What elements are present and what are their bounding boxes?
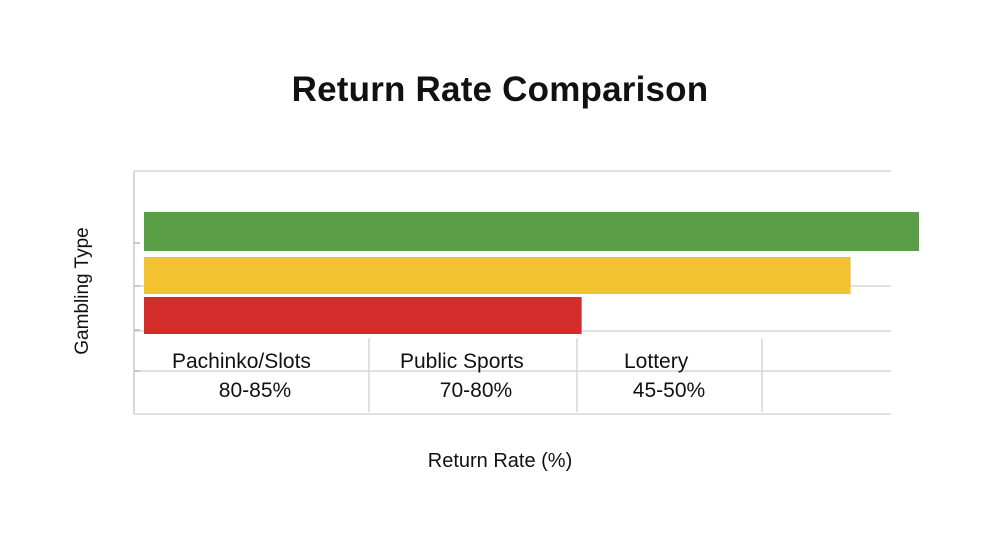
chart-title: Return Rate Comparison xyxy=(291,70,709,109)
category-label: Pachinko/Slots xyxy=(172,350,311,373)
range-label: 70-80% xyxy=(440,379,512,402)
value-table: Pachinko/Slots 80-85% Public Sports 70-80% L… xyxy=(172,338,763,412)
x-axis-label: Return Rate (%) xyxy=(427,450,573,472)
category-label: Lottery xyxy=(624,350,689,373)
bars-group xyxy=(144,212,919,334)
range-label: 80-85% xyxy=(219,379,291,402)
bar-lottery xyxy=(144,297,582,334)
range-label: 45-50% xyxy=(633,379,705,402)
bar-public-sports xyxy=(144,257,851,294)
category-label: Public Sports xyxy=(400,350,524,373)
bar-pachinko-slots xyxy=(144,212,919,251)
